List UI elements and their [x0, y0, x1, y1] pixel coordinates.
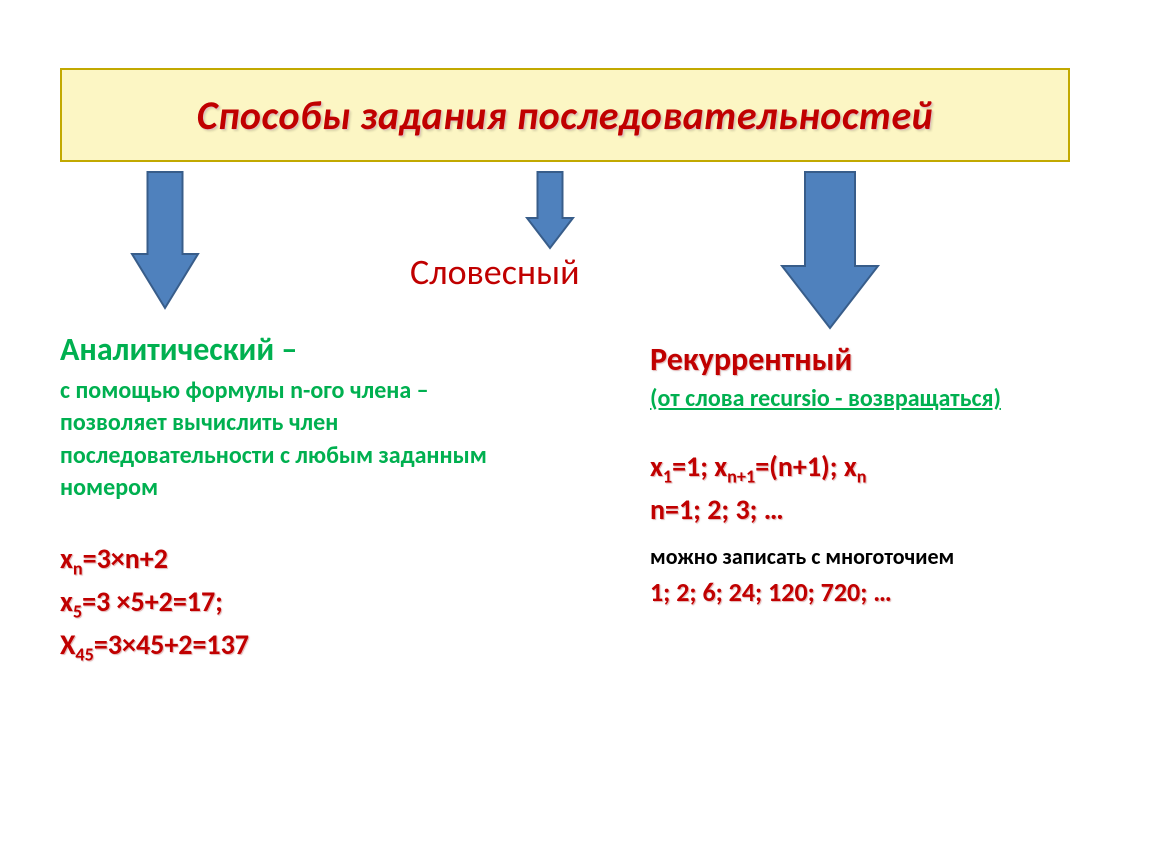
slide-title: Способы задания последовательностей — [197, 91, 933, 140]
analytic-formula-2: x5=3 ×5+2=17; — [60, 582, 490, 625]
r1a-var: x — [650, 449, 663, 484]
f1-var: x — [60, 541, 73, 576]
arrow-left — [130, 170, 200, 310]
recurrent-note: можно записать с многоточием — [650, 543, 1110, 570]
f3-rhs: =3×45+2=137 — [94, 627, 249, 662]
arrow-right-path — [782, 172, 878, 328]
arrow-right — [780, 170, 880, 330]
recurrent-line1: x1=1; xn+1=(n+1); xn — [650, 447, 1110, 490]
arrow-left-path — [132, 172, 198, 308]
recurrent-formulas: x1=1; xn+1=(n+1); xn n=1; 2; 3; … — [650, 447, 1110, 531]
analytic-formula-3: X45=3×45+2=137 — [60, 625, 490, 668]
analytic-column: Аналитический – с помощью формулы n-ого … — [60, 330, 490, 668]
recurrent-sequence: 1; 2; 6; 24; 120; 720; … — [650, 576, 1110, 608]
analytic-heading-line: Аналитический – — [60, 330, 490, 369]
arrow-middle — [525, 170, 575, 250]
r1b-rhs: =(n+1); — [755, 449, 844, 484]
recurrent-line2: n=1; 2; 3; … — [650, 490, 1110, 531]
analytic-desc: с помощью формулы n-ого члена – позволяе… — [60, 375, 490, 505]
f1-sub: n — [73, 557, 83, 579]
recurrent-heading: Рекуррентный — [650, 340, 1110, 379]
analytic-formulas: xn=3×n+2 x5=3 ×5+2=17; X45=3×45+2=137 — [60, 539, 490, 668]
f3-var: X — [60, 627, 75, 662]
verbal-label: Словесный — [410, 250, 580, 294]
analytic-heading: Аналитический — [60, 330, 274, 369]
analytic-formula-1: xn=3×n+2 — [60, 539, 490, 582]
r1c-sub: n — [857, 466, 867, 488]
f2-sub: 5 — [73, 600, 82, 622]
f3-sub: 45 — [75, 643, 93, 665]
recurrent-desc: (от слова recursio - возвращаться) — [650, 383, 1110, 415]
r1a-rhs: =1; — [672, 449, 714, 484]
arrow-middle-path — [527, 172, 573, 248]
analytic-dash: – — [274, 330, 297, 369]
slide: Способы задания последовательностей Слов… — [0, 0, 1150, 864]
f2-var: x — [60, 584, 73, 619]
r1a-sub: 1 — [663, 466, 672, 488]
f2-rhs: =3 ×5+2=17; — [82, 584, 223, 619]
r1b-sub: n+1 — [727, 466, 755, 488]
recurrent-column: Рекуррентный (от слова recursio - возвра… — [650, 340, 1110, 608]
f1-rhs: =3×n+2 — [83, 541, 168, 576]
title-box: Способы задания последовательностей — [60, 68, 1070, 162]
r1c-var: x — [844, 449, 857, 484]
r1b-var: x — [714, 449, 727, 484]
